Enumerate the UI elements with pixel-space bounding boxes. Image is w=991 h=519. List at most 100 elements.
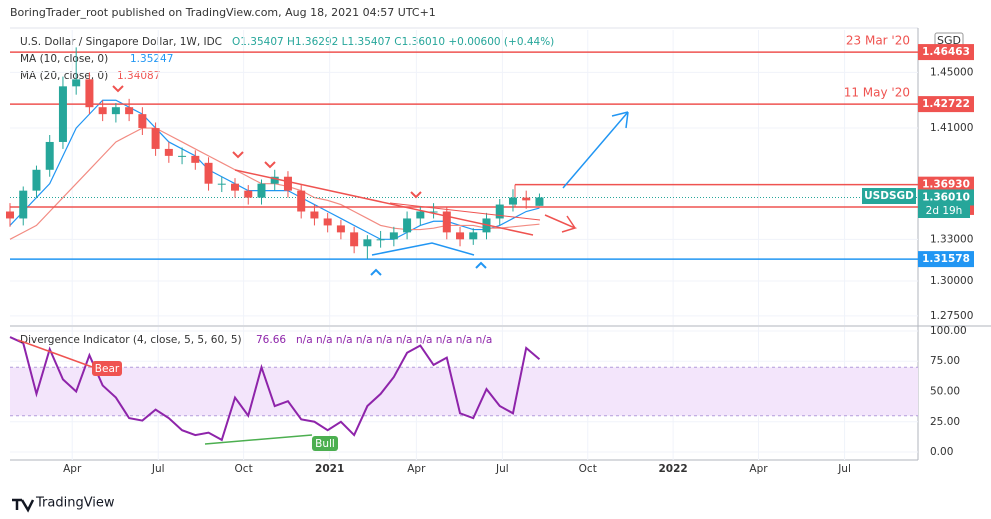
candle-body bbox=[257, 183, 266, 198]
signal-label: Bull bbox=[315, 438, 335, 450]
y-tick-label: 0.00 bbox=[930, 446, 953, 458]
currency[interactable]: SGD bbox=[937, 34, 961, 47]
y-tick-label: 1.33000 bbox=[930, 233, 973, 245]
signal-box bbox=[92, 361, 122, 376]
level-label: 1.46463 bbox=[922, 46, 970, 58]
bull-line bbox=[204, 434, 313, 445]
y-tick-label: 50.00 bbox=[930, 386, 960, 398]
candle-body bbox=[323, 218, 332, 226]
symbol: U.S. Dollar / Singapore Dollar, 1W, IDC bbox=[20, 36, 222, 48]
candle-body bbox=[191, 155, 200, 163]
x-tick-label: Apr bbox=[749, 463, 768, 475]
y-tick-label: 1.45000 bbox=[930, 66, 973, 78]
candle-body bbox=[45, 141, 54, 170]
candle-body bbox=[508, 197, 517, 205]
candle-body bbox=[376, 239, 385, 241]
x-tick-label: Jul bbox=[151, 463, 165, 475]
y-tick-label: 1.27500 bbox=[930, 310, 973, 322]
candle-body bbox=[138, 114, 147, 129]
candle-body bbox=[244, 190, 253, 198]
candle-body bbox=[125, 107, 134, 115]
divergence-line bbox=[371, 242, 475, 256]
candle-body bbox=[429, 211, 438, 213]
arrow bbox=[562, 111, 629, 189]
brand: TradingView bbox=[35, 496, 115, 511]
last-price-label: 1.36010 bbox=[922, 191, 970, 203]
signal-label: Bear bbox=[95, 363, 120, 375]
x-tick-label: Oct bbox=[235, 463, 253, 475]
candle-body bbox=[535, 197, 544, 206]
annotation: 23 Mar '20 bbox=[846, 34, 910, 48]
logo bbox=[12, 498, 35, 513]
annotation: 11 May '20 bbox=[844, 86, 910, 100]
y-tick-label: 25.00 bbox=[930, 416, 960, 428]
candle-body bbox=[178, 155, 187, 157]
trendline bbox=[234, 169, 534, 236]
level-label-box bbox=[918, 176, 974, 193]
ticker-box bbox=[862, 188, 916, 204]
level-label-box bbox=[918, 96, 974, 113]
candle-body bbox=[72, 79, 81, 87]
candle-body bbox=[204, 162, 213, 184]
ticker: USDSGD bbox=[864, 190, 914, 202]
candle-body bbox=[442, 211, 451, 233]
buy-marks bbox=[370, 261, 487, 276]
ma20: MA (20, close, 0) bbox=[20, 70, 108, 82]
line-series bbox=[9, 99, 540, 240]
level-label: 1.36930 bbox=[922, 179, 970, 191]
candle-body bbox=[217, 183, 226, 185]
candle-body bbox=[456, 232, 465, 240]
candle-body bbox=[85, 79, 94, 108]
ma20-value: 1.34087 bbox=[117, 70, 160, 82]
candle-body bbox=[350, 232, 359, 247]
x-tick-label: 2022 bbox=[659, 463, 688, 475]
level-label-box bbox=[918, 251, 974, 268]
candle-body bbox=[336, 225, 345, 233]
y-tick-label: 75.00 bbox=[930, 355, 960, 367]
candle-body bbox=[469, 232, 478, 240]
countdown-box bbox=[918, 204, 970, 218]
level-label: 1.42722 bbox=[922, 98, 970, 110]
signal-box bbox=[312, 436, 338, 451]
x-tick-label: Oct bbox=[579, 463, 597, 475]
ma10: MA (10, close, 0) bbox=[20, 53, 108, 65]
x-tick-label: 2021 bbox=[315, 463, 344, 475]
x-tick-label: Jul bbox=[837, 463, 851, 475]
candle-body bbox=[389, 232, 398, 240]
candle-body bbox=[6, 211, 14, 219]
level-label-box bbox=[918, 44, 974, 61]
candle-body bbox=[231, 183, 240, 191]
sell-marks bbox=[112, 85, 422, 199]
drawings bbox=[17, 85, 629, 445]
y-tick-label: 1.41000 bbox=[930, 122, 973, 134]
indicator-title: Divergence Indicator (4, close, 5, 5, 60… bbox=[20, 334, 242, 346]
y-tick-label: 1.30000 bbox=[930, 275, 973, 287]
band bbox=[10, 367, 918, 416]
candle-body bbox=[403, 218, 412, 233]
candle-body bbox=[283, 176, 292, 191]
candle-body bbox=[32, 169, 41, 191]
arrow bbox=[544, 214, 578, 233]
candle-body bbox=[151, 128, 160, 149]
candle-body bbox=[416, 211, 425, 219]
x-tick-label: Apr bbox=[407, 463, 426, 475]
last-price-box bbox=[918, 189, 974, 206]
level-label: 1.31578 bbox=[922, 253, 970, 265]
countdown: 2d 19h bbox=[926, 205, 963, 217]
candle-body bbox=[310, 211, 319, 219]
y-tick-label: 100.00 bbox=[930, 325, 967, 337]
candle-body bbox=[522, 197, 531, 201]
candle-body bbox=[164, 148, 173, 156]
candle-body bbox=[363, 239, 372, 247]
trendline bbox=[389, 202, 541, 221]
x-tick-label: Jul bbox=[495, 463, 509, 475]
bear-line bbox=[17, 339, 96, 369]
indicator-na: n/a n/a n/a n/a n/a n/a n/a n/a n/a n/a bbox=[296, 334, 492, 346]
candle-body bbox=[19, 190, 28, 219]
x-tick-label: Apr bbox=[63, 463, 82, 475]
candle-body bbox=[270, 176, 279, 184]
candle-body bbox=[98, 107, 107, 115]
ohlc: O1.35407 H1.36292 L1.35407 C1.36010 +0.0… bbox=[232, 36, 554, 48]
candle-body bbox=[58, 86, 67, 142]
